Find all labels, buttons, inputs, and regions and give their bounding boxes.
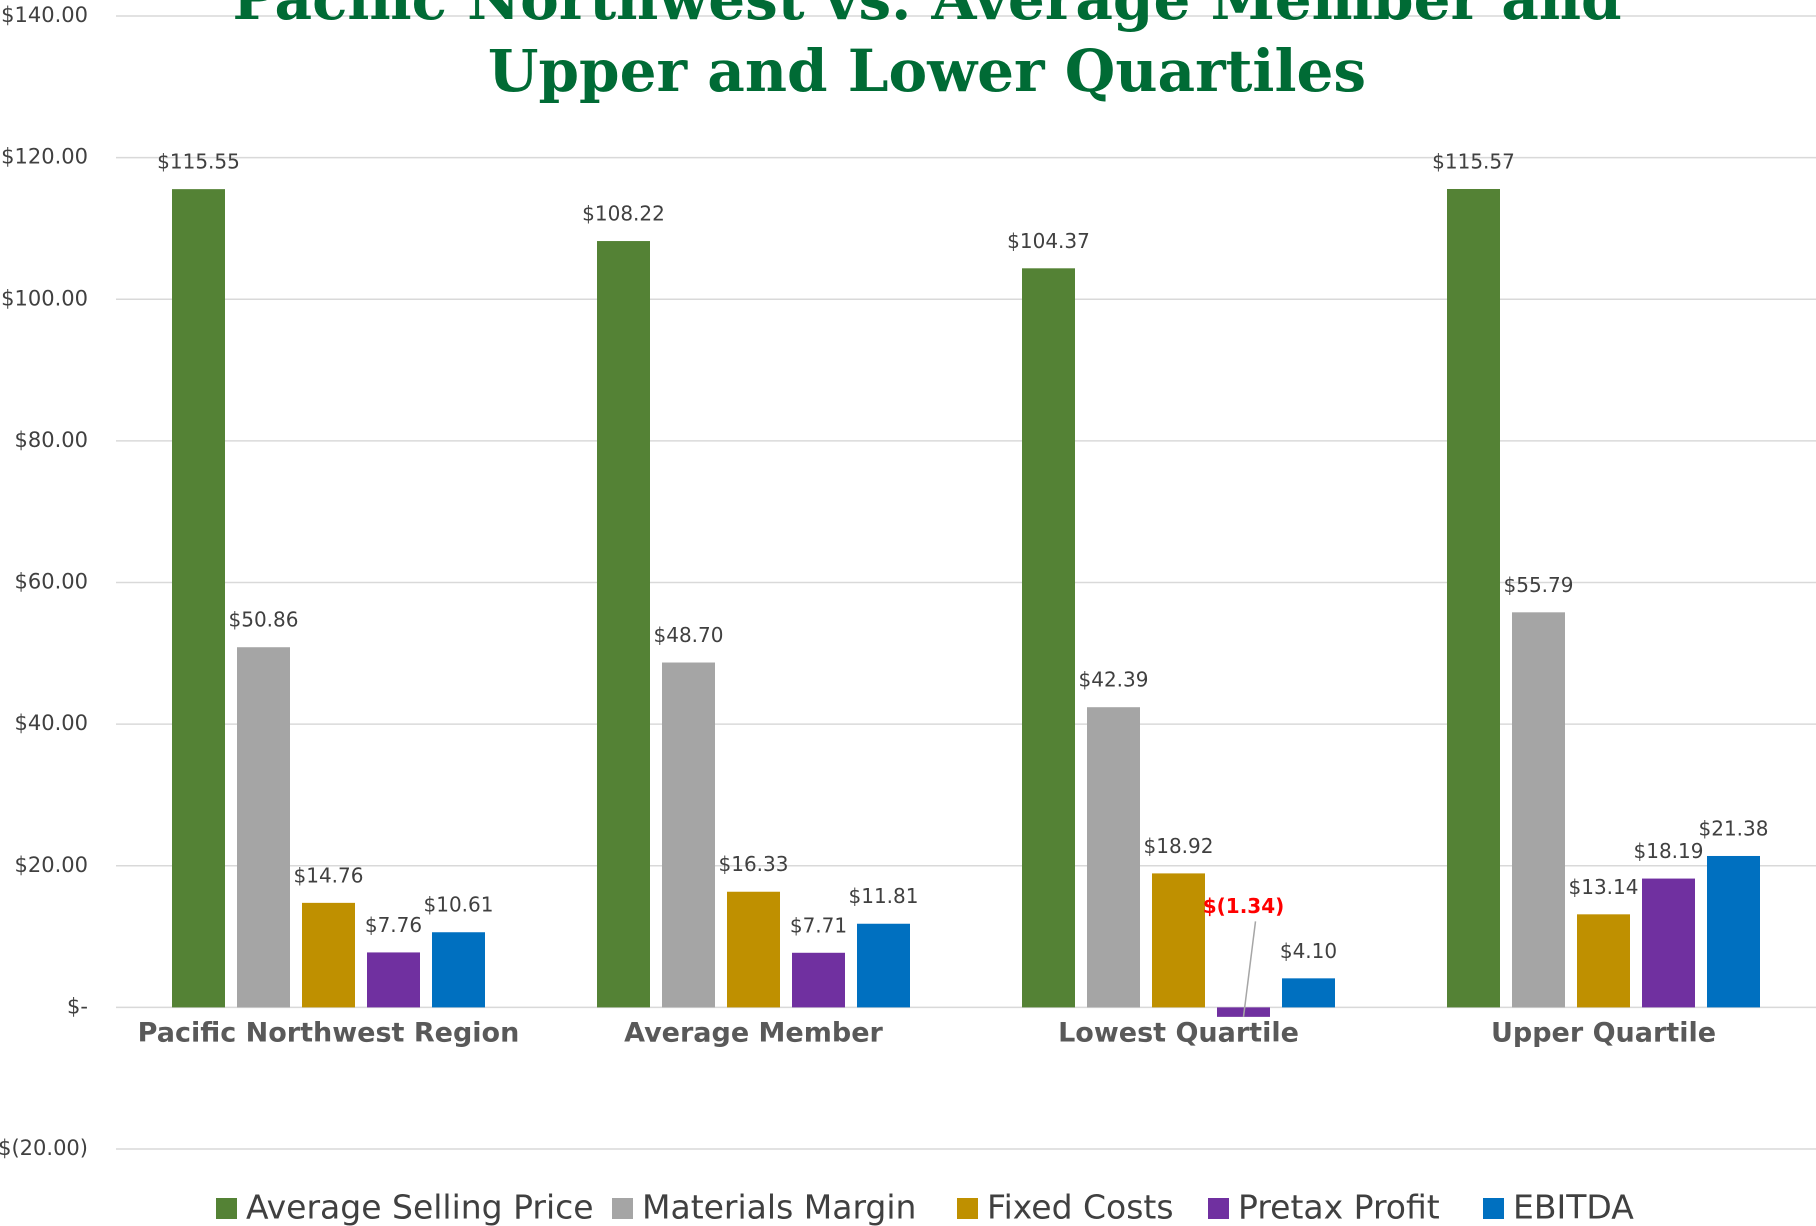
bar bbox=[857, 923, 910, 1008]
x-tick-label: Pacific Northwest Region bbox=[138, 1018, 520, 1049]
data-label: $18.19 bbox=[1634, 839, 1704, 863]
y-tick-label: $20.00 bbox=[15, 853, 88, 877]
bar bbox=[1152, 873, 1205, 1008]
bar bbox=[1512, 612, 1565, 1008]
chart-title: Pacific Northwest vs. Average Member and bbox=[232, 0, 1621, 33]
data-label: $115.55 bbox=[157, 150, 240, 174]
x-tick-label: Lowest Quartile bbox=[1058, 1018, 1299, 1049]
bar bbox=[662, 662, 715, 1008]
chart-title: Upper and Lower Quartiles bbox=[488, 37, 1366, 105]
data-label: $7.76 bbox=[365, 913, 422, 937]
data-label: $7.71 bbox=[790, 913, 847, 937]
legend-label: EBITDA bbox=[1513, 1188, 1634, 1226]
data-label: $16.33 bbox=[719, 852, 789, 876]
data-label: $42.39 bbox=[1079, 668, 1149, 692]
y-tick-label: $(20.00) bbox=[0, 1136, 88, 1160]
bar bbox=[1707, 855, 1760, 1008]
bar bbox=[367, 952, 420, 1008]
bar bbox=[727, 891, 780, 1008]
y-tick-label: $100.00 bbox=[1, 286, 88, 310]
legend-swatch bbox=[1208, 1198, 1229, 1219]
data-label: $48.70 bbox=[654, 623, 724, 647]
y-tick-label: $140.00 bbox=[1, 3, 88, 27]
bar bbox=[1087, 707, 1140, 1008]
bar bbox=[172, 189, 225, 1008]
legend-label: Materials Margin bbox=[642, 1188, 916, 1226]
bar bbox=[1022, 268, 1075, 1008]
legend-swatch bbox=[957, 1198, 978, 1219]
data-label: $50.86 bbox=[229, 608, 299, 632]
bar bbox=[1642, 878, 1695, 1008]
bar bbox=[1577, 914, 1630, 1008]
data-label: $4.10 bbox=[1280, 939, 1337, 963]
bar bbox=[432, 932, 485, 1008]
legend-label: Fixed Costs bbox=[987, 1188, 1174, 1226]
leader-line bbox=[1242, 921, 1257, 1017]
x-tick-label: Upper Quartile bbox=[1491, 1018, 1716, 1049]
x-tick-label: Average Member bbox=[624, 1018, 883, 1049]
legend-swatch bbox=[612, 1198, 633, 1219]
legend-swatch bbox=[216, 1198, 237, 1219]
bar bbox=[237, 647, 290, 1008]
y-tick-label: $40.00 bbox=[15, 711, 88, 735]
bar bbox=[792, 952, 845, 1008]
data-label: $(1.34) bbox=[1203, 894, 1285, 918]
legend-swatch bbox=[1483, 1198, 1504, 1219]
y-tick-label: $- bbox=[67, 994, 88, 1018]
data-label: $11.81 bbox=[849, 884, 919, 908]
data-label: $108.22 bbox=[582, 202, 665, 226]
data-label: $115.57 bbox=[1432, 149, 1515, 173]
y-tick-label: $120.00 bbox=[1, 145, 88, 169]
y-tick-label: $80.00 bbox=[15, 428, 88, 452]
legend-label: Average Selling Price bbox=[246, 1188, 594, 1226]
legend-label: Pretax Profit bbox=[1238, 1188, 1440, 1226]
bar bbox=[597, 241, 650, 1008]
data-label: $18.92 bbox=[1144, 834, 1214, 858]
data-label: $55.79 bbox=[1504, 573, 1574, 597]
y-tick-label: $60.00 bbox=[15, 570, 88, 594]
data-label: $21.38 bbox=[1699, 816, 1769, 840]
bar bbox=[1447, 188, 1500, 1008]
data-label: $13.14 bbox=[1569, 875, 1639, 899]
bar bbox=[1282, 978, 1335, 1008]
data-label: $14.76 bbox=[294, 863, 364, 887]
bar bbox=[302, 902, 355, 1008]
data-label: $10.61 bbox=[424, 893, 494, 917]
data-label: $104.37 bbox=[1007, 229, 1090, 253]
